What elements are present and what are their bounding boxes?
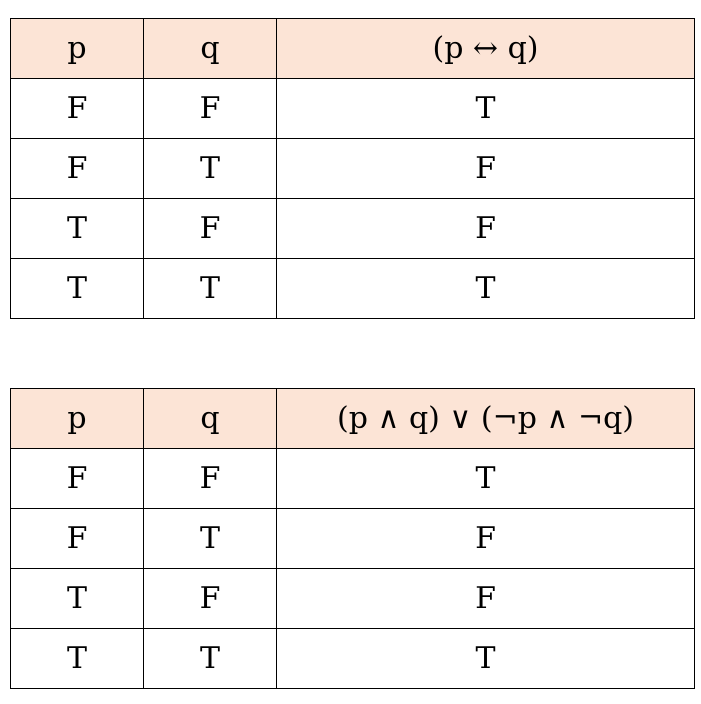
column-header: (p ∧ q) ∨ (¬p ∧ ¬q)	[276, 388, 695, 449]
table-cell: F	[10, 78, 144, 139]
column-header: p	[10, 388, 144, 449]
table-cell: F	[143, 568, 277, 629]
table-cell: F	[10, 448, 144, 509]
table-cell: T	[143, 628, 277, 689]
column-header: q	[143, 388, 277, 449]
table-cell: T	[276, 78, 695, 139]
table-cell: F	[143, 448, 277, 509]
truth-table-biconditional: p q (p ↔ q) F F T F T F T F F T T T	[10, 18, 695, 319]
table-cell: T	[10, 198, 144, 259]
table-cell: T	[143, 508, 277, 569]
table-cell: T	[10, 568, 144, 629]
column-header: p	[10, 18, 144, 79]
table-cell: T	[10, 258, 144, 319]
table-cell: F	[276, 508, 695, 569]
table-cell: T	[276, 628, 695, 689]
header-row: p q (p ∧ q) ∨ (¬p ∧ ¬q)	[10, 388, 695, 449]
table-cell: T	[143, 258, 277, 319]
header-row: p q (p ↔ q)	[10, 18, 695, 79]
table-cell: F	[276, 198, 695, 259]
table-cell: F	[10, 508, 144, 569]
table-cell: T	[143, 138, 277, 199]
table-cell: F	[276, 568, 695, 629]
column-header: (p ↔ q)	[276, 18, 695, 79]
table-cell: F	[143, 198, 277, 259]
table-cell: T	[276, 448, 695, 509]
table-cell: T	[276, 258, 695, 319]
table-cell: F	[10, 138, 144, 199]
table-cell: T	[10, 628, 144, 689]
truth-table-equivalent-expression: p q (p ∧ q) ∨ (¬p ∧ ¬q) F F T F T F T F F T T T	[10, 388, 695, 689]
table-cell: F	[276, 138, 695, 199]
table-cell: F	[143, 78, 277, 139]
column-header: q	[143, 18, 277, 79]
